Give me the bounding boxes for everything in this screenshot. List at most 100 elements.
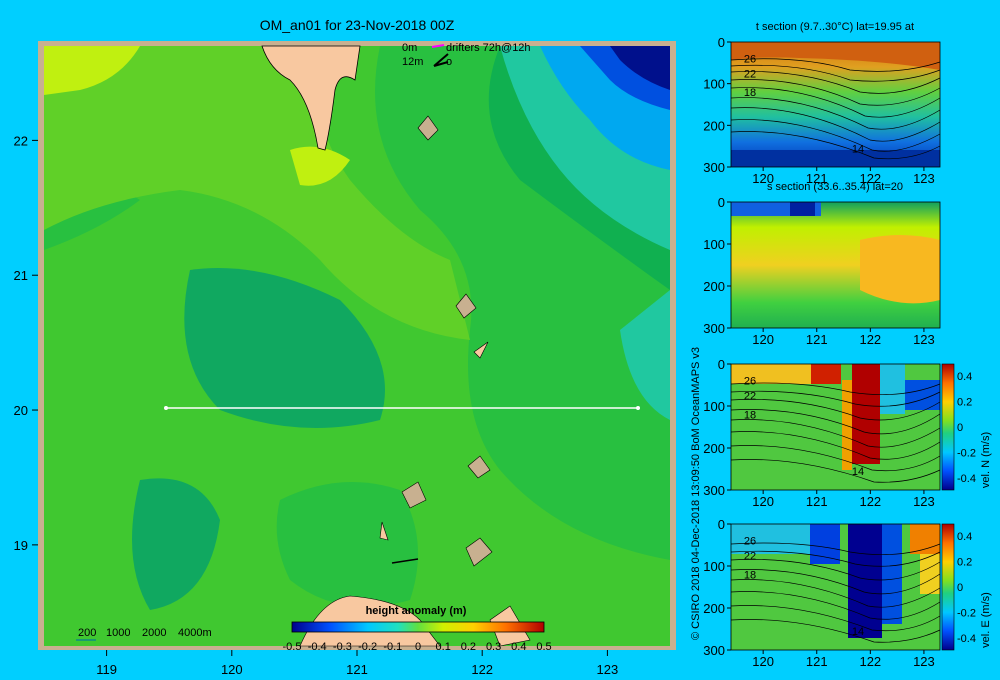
main-ytick-label: 20 [14,403,28,418]
panel-colorbar-tick: 0 [957,422,963,434]
panel-colorbar-tick: 0.4 [957,531,972,543]
veln-section-panel [730,364,941,490]
main-ytick-label: 21 [14,268,28,283]
panel-xtick-label: 120 [752,654,774,669]
colorbar-tick-label: -0.5 [283,641,302,653]
height-colorbar: height anomaly (m) -0.5 -0.4 -0.3 -0.2 -0.1 0… [283,605,552,653]
colorbar-tick-label: 0.2 [461,641,476,653]
panel-colorbar-tick: -0.2 [957,608,976,620]
panel-frame [730,201,941,329]
contour-label: 22 [744,68,756,80]
island-5 [401,481,427,509]
main-xtick-label: 122 [471,662,493,677]
drifter-track [391,558,419,564]
main-xtick-label: 121 [346,662,368,677]
contour-label: 14 [852,466,864,478]
panel-ytick-label: 100 [703,237,725,252]
legend-depth-0m: 0m [402,42,417,54]
panel-ytick-label: 0 [718,35,725,50]
colorbar-tick-label: -0.3 [333,641,352,653]
colorbar-bar [291,621,545,633]
contour-label: 26 [744,535,756,547]
panel-xtick-label: 120 [752,171,774,186]
scale-label-0: 200 [78,627,96,639]
luzon-land [299,595,441,647]
panel-title: s section (33.6..35.4) lat=20 [767,181,903,193]
contour-label: 14 [852,626,864,638]
panel-ytick-label: 300 [703,160,725,175]
island-6 [379,521,389,541]
panel-colorbar-tick: -0.4 [957,633,976,645]
colorbar-tick-label: 0 [415,641,421,653]
contour-label: 26 [744,375,756,387]
veln-contours [730,382,941,483]
panel-colorbar-tick: 0.2 [957,557,972,569]
panel-xtick-label: 121 [806,494,828,509]
colorbar-tick-label: -0.2 [358,641,377,653]
panel-ytick-label: 100 [703,399,725,414]
panel-xtick-label: 123 [913,494,935,509]
panel-xtick-label: 123 [913,171,935,186]
panel-ytick-label: 100 [703,77,725,92]
main-x-ticks: 119 120 121 122 123 [96,650,618,677]
panel-xtick-label: 123 [913,654,935,669]
credit-text: © CSIRO 2018 04-Dec-2018 13:09:50 BoM Oc… [690,347,702,640]
panel-xtick-label: 121 [806,654,828,669]
contour-label: 26 [744,53,756,65]
panel-xtick-label: 122 [859,171,881,186]
colorbar-tick-label: 0.5 [536,641,551,653]
panel-colorbar-tick: -0.2 [957,448,976,460]
contour-label: 22 [744,551,756,563]
depth-scale: 200 1000 2000 4000m [76,627,212,641]
colorbar-tick-label: 0.4 [511,641,526,653]
contour-label: 18 [744,569,756,581]
main-y-ticks: 19 20 21 22 [14,133,38,553]
panel-xtick-label: 123 [913,332,935,347]
main-xtick-label: 119 [96,662,117,677]
island-7 [465,537,493,567]
panel-ytick-label: 100 [703,559,725,574]
taiwan-land [261,45,361,151]
panel-xtick-label: 122 [859,332,881,347]
drifter-arrow-icon [431,44,445,48]
colorbar-tick-label: -0.4 [308,641,327,653]
legend-depth-12m: 12m [402,56,423,68]
panel-axes: t section (9.7..30°C) lat=19.95 at 120 121… [703,21,976,669]
panel-frame [730,41,941,168]
panel-colorbar-tick: 0 [957,582,963,594]
panel-ytick-label: 200 [703,601,725,616]
panel-frame [730,363,941,491]
s-section-panel [731,202,940,328]
island-2 [455,293,477,319]
main-xtick-label: 123 [597,662,619,677]
panel-ytick-label: 300 [703,643,725,658]
panel-ytick-label: 0 [718,517,725,532]
panel-colorbar-tick: 0.4 [957,371,972,383]
main-ytick-label: 19 [14,538,28,553]
panel-ytick-label: 0 [718,195,725,210]
colorbar-tick-label: -0.1 [383,641,402,653]
panel-xtick-label: 120 [752,332,774,347]
colorbar-ticks: -0.5 -0.4 -0.3 -0.2 -0.1 0 0.1 0.2 0.3 0.4 0.5 [283,641,552,653]
t-section-panel [730,42,941,167]
island-3 [473,341,489,359]
veln-colorbar [941,363,955,491]
contour-label: 18 [744,409,756,421]
main-map [38,41,676,650]
contour-label: 22 [744,391,756,403]
panel-xtick-label: 120 [752,494,774,509]
height-anomaly-contours [44,46,670,646]
panel-ytick-label: 200 [703,118,725,133]
contour-label: 14 [852,143,864,155]
vele-contours [730,542,941,643]
panel-xtick-label: 122 [859,494,881,509]
contour-label: 18 [744,87,756,99]
map-title: OM_an01 for 23-Nov-2018 00Z [260,17,455,33]
legend-o-mark: o [446,56,452,68]
colorbar-tick-label: 0.1 [436,641,451,653]
transect-end [636,406,640,410]
island-4 [467,455,491,479]
panel-colorbar-tick: 0.2 [957,397,972,409]
island-1 [417,115,439,141]
panel-ytick-label: 200 [703,279,725,294]
